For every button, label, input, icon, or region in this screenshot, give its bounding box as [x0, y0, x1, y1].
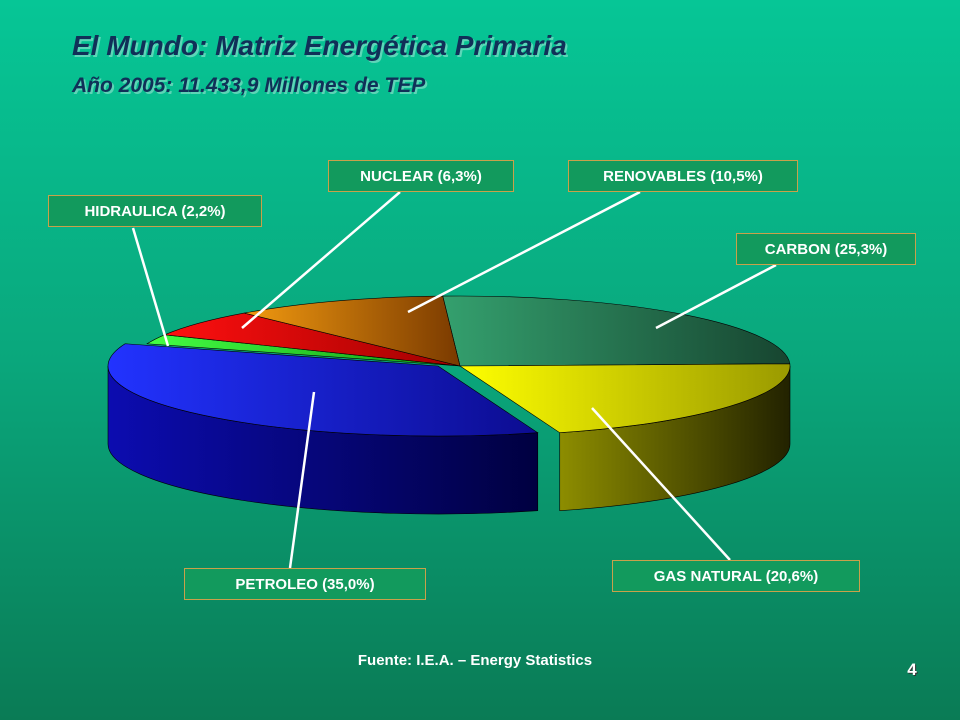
leader-line-renovables [407, 190, 641, 314]
pie-slice-gas [459, 363, 791, 434]
leader-line-gas [591, 407, 731, 561]
slide-subtitle: Año 2005: 11.433,9 Millones de TEP [72, 74, 426, 97]
label-renovables: RENOVABLES (10,5%) [568, 160, 798, 192]
pie-sides [107, 365, 791, 515]
leader-line-carbon [655, 263, 777, 330]
label-nuclear: NUCLEAR (6,3%) [328, 160, 514, 192]
leader-line-petroleo [288, 391, 316, 569]
pie-slice-petroleo [107, 343, 539, 437]
label-petroleo: PETROLEO (35,0%) [184, 568, 426, 600]
slide-title: El Mundo: Matriz Energética Primaria [72, 30, 567, 61]
leader-lines [131, 190, 777, 569]
pie-slice-carbon [442, 295, 791, 367]
pie-slice-renovables [244, 295, 461, 367]
leader-line-hidraulica [131, 227, 170, 347]
label-carbon: CARBON (25,3%) [736, 233, 916, 265]
label-gas-natural: GAS NATURAL (20,6%) [612, 560, 860, 592]
label-hidraulica: HIDRAULICA (2,2%) [48, 195, 262, 227]
pie-tops [107, 295, 791, 437]
leader-line-nuclear [241, 191, 401, 329]
source-note: Fuente: I.E.A. – Energy Statistics [357, 652, 593, 669]
page-number: 4 [907, 660, 917, 679]
